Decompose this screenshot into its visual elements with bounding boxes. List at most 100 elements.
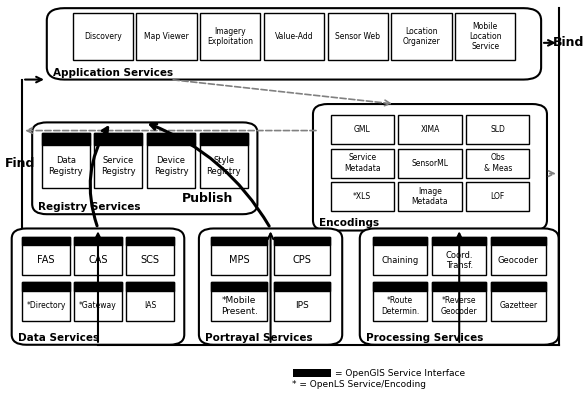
FancyBboxPatch shape <box>264 13 324 60</box>
FancyBboxPatch shape <box>136 13 197 60</box>
Text: Portrayal Services: Portrayal Services <box>205 333 312 343</box>
Text: *Gateway: *Gateway <box>79 302 117 310</box>
FancyBboxPatch shape <box>74 282 122 321</box>
Text: Find: Find <box>5 157 35 170</box>
FancyBboxPatch shape <box>274 237 330 245</box>
FancyBboxPatch shape <box>466 115 529 144</box>
Text: Chaining: Chaining <box>381 256 419 265</box>
Text: Service
Registry: Service Registry <box>101 157 136 176</box>
FancyBboxPatch shape <box>22 237 70 275</box>
Text: Processing Services: Processing Services <box>366 333 483 343</box>
Text: Encodings: Encodings <box>319 218 379 228</box>
Text: SCS: SCS <box>140 255 160 265</box>
FancyBboxPatch shape <box>466 182 529 211</box>
Text: IPS: IPS <box>295 302 309 310</box>
FancyBboxPatch shape <box>22 282 70 321</box>
FancyBboxPatch shape <box>398 115 462 144</box>
Text: Data
Registry: Data Registry <box>49 157 83 176</box>
FancyBboxPatch shape <box>94 133 143 188</box>
Text: CAS: CAS <box>88 255 108 265</box>
Text: MPS: MPS <box>229 255 250 265</box>
FancyBboxPatch shape <box>200 133 248 188</box>
FancyBboxPatch shape <box>331 149 394 178</box>
FancyBboxPatch shape <box>466 149 529 178</box>
FancyBboxPatch shape <box>360 228 559 345</box>
FancyBboxPatch shape <box>47 8 541 80</box>
FancyBboxPatch shape <box>398 182 462 211</box>
FancyBboxPatch shape <box>74 237 122 245</box>
Text: Gazetteer: Gazetteer <box>499 302 538 310</box>
Text: *Directory: *Directory <box>26 302 66 310</box>
FancyBboxPatch shape <box>455 13 515 60</box>
Text: Location
Organizer: Location Organizer <box>402 27 441 46</box>
FancyBboxPatch shape <box>126 282 174 291</box>
FancyBboxPatch shape <box>200 133 248 145</box>
FancyBboxPatch shape <box>391 13 452 60</box>
Text: Publish: Publish <box>182 192 233 205</box>
FancyBboxPatch shape <box>274 282 330 321</box>
Text: *Reverse
Geocoder: *Reverse Geocoder <box>441 296 477 316</box>
Text: Obs
& Meas: Obs & Meas <box>484 153 512 173</box>
FancyBboxPatch shape <box>22 282 70 291</box>
Text: CPS: CPS <box>292 255 311 265</box>
Text: = OpenGIS Service Interface: = OpenGIS Service Interface <box>335 369 464 378</box>
Text: Sensor Web: Sensor Web <box>335 32 380 41</box>
FancyBboxPatch shape <box>147 133 195 145</box>
FancyBboxPatch shape <box>126 282 174 321</box>
Text: *Mobile
Present.: *Mobile Present. <box>221 296 258 316</box>
Text: *Route
Determin.: *Route Determin. <box>381 296 419 316</box>
Text: Image
Metadata: Image Metadata <box>412 187 448 206</box>
Text: Map Viewer: Map Viewer <box>144 32 189 41</box>
Text: Style
Registry: Style Registry <box>207 157 241 176</box>
Text: FAS: FAS <box>37 255 54 265</box>
Text: Registry Services: Registry Services <box>38 202 140 212</box>
FancyBboxPatch shape <box>373 237 427 245</box>
FancyBboxPatch shape <box>491 237 545 245</box>
FancyBboxPatch shape <box>74 282 122 291</box>
FancyBboxPatch shape <box>331 182 394 211</box>
FancyBboxPatch shape <box>126 237 174 245</box>
Text: LOF: LOF <box>491 192 505 201</box>
FancyBboxPatch shape <box>491 282 545 321</box>
Text: Coord.
Transf.: Coord. Transf. <box>445 251 473 270</box>
Text: Bind: Bind <box>553 36 584 49</box>
FancyBboxPatch shape <box>200 13 260 60</box>
Text: IAS: IAS <box>144 302 156 310</box>
FancyBboxPatch shape <box>292 369 331 377</box>
FancyBboxPatch shape <box>42 133 90 188</box>
FancyBboxPatch shape <box>199 228 342 345</box>
FancyBboxPatch shape <box>373 282 427 291</box>
Text: SLD: SLD <box>490 125 505 134</box>
Text: Discovery: Discovery <box>84 32 122 41</box>
FancyBboxPatch shape <box>12 228 184 345</box>
Text: Device
Registry: Device Registry <box>154 157 188 176</box>
FancyBboxPatch shape <box>126 237 174 275</box>
FancyBboxPatch shape <box>74 237 122 275</box>
FancyBboxPatch shape <box>212 237 267 275</box>
FancyBboxPatch shape <box>491 282 545 291</box>
FancyBboxPatch shape <box>373 282 427 321</box>
FancyBboxPatch shape <box>373 237 427 275</box>
Text: SensorML: SensorML <box>411 159 449 168</box>
FancyBboxPatch shape <box>432 282 486 321</box>
FancyBboxPatch shape <box>274 282 330 291</box>
Text: Imagery
Exploitation: Imagery Exploitation <box>207 27 253 46</box>
Text: Geocoder: Geocoder <box>498 256 539 265</box>
FancyBboxPatch shape <box>274 237 330 275</box>
FancyBboxPatch shape <box>398 149 462 178</box>
Text: Service
Metadata: Service Metadata <box>344 153 380 173</box>
Text: GML: GML <box>354 125 370 134</box>
FancyBboxPatch shape <box>212 237 267 245</box>
FancyBboxPatch shape <box>313 104 547 231</box>
Text: Application Services: Application Services <box>53 67 173 78</box>
FancyBboxPatch shape <box>32 122 257 214</box>
FancyBboxPatch shape <box>432 237 486 245</box>
Text: XIMA: XIMA <box>420 125 440 134</box>
FancyBboxPatch shape <box>212 282 267 291</box>
Text: *XLS: *XLS <box>353 192 371 201</box>
Text: Data Services: Data Services <box>18 333 99 343</box>
FancyBboxPatch shape <box>42 133 90 145</box>
FancyBboxPatch shape <box>432 282 486 291</box>
Text: Value-Add: Value-Add <box>274 32 314 41</box>
FancyBboxPatch shape <box>212 282 267 321</box>
